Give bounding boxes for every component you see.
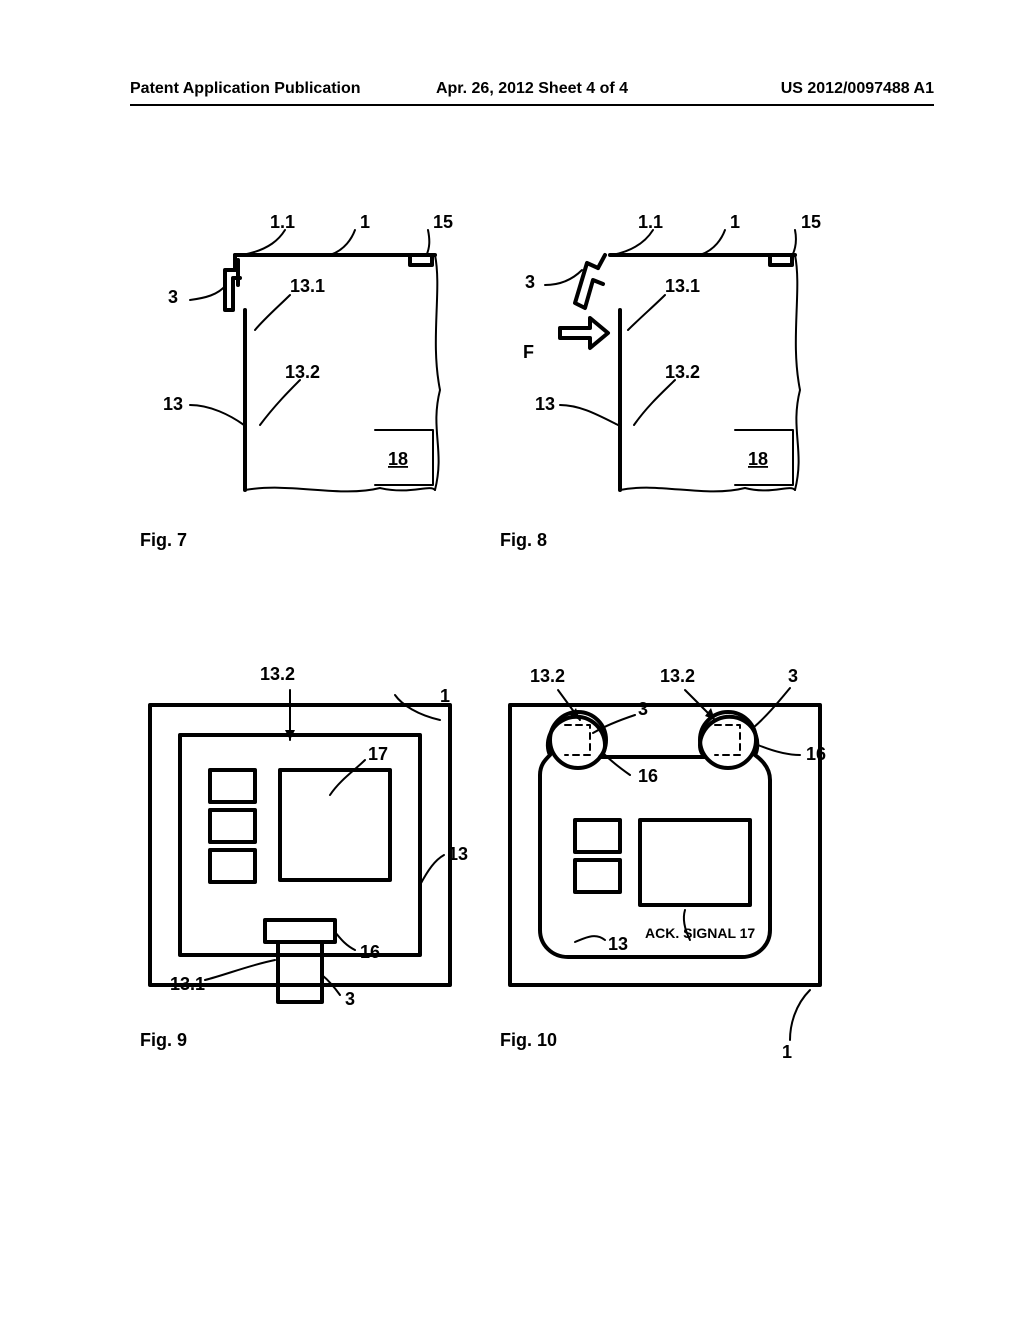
fig9-n13_1: 13.1 <box>170 974 205 994</box>
fig10-n13: 13 <box>608 934 628 954</box>
fig7-n1: 1 <box>360 212 370 232</box>
figures-area: 18 1.1 1 15 3 13.1 13 13.2 Fig. 7 <box>130 230 910 1170</box>
fig7-n3: 3 <box>168 287 178 307</box>
fig8-n1_1: 1.1 <box>638 212 663 232</box>
fig10-label: Fig. 10 <box>500 1030 557 1051</box>
fig7-n18: 18 <box>388 449 408 469</box>
fig7-label: Fig. 7 <box>140 530 187 551</box>
fig10-n1: 1 <box>782 1042 792 1062</box>
fig9-n13_2: 13.2 <box>260 664 295 684</box>
fig9-n1: 1 <box>440 686 450 706</box>
fig8-n3: 3 <box>525 272 535 292</box>
fig8-label: Fig. 8 <box>500 530 547 551</box>
fig8-n13: 13 <box>535 394 555 414</box>
fig10-diagram: 13.2 13.2 3 3 16 16 13 ACK. SIGNAL 17 1 <box>490 660 860 1060</box>
fig10-n13_2b: 13.2 <box>660 666 695 686</box>
fig9-label: Fig. 9 <box>140 1030 187 1051</box>
header-right: US 2012/0097488 A1 <box>690 80 934 98</box>
fig10-nack: ACK. SIGNAL 17 <box>645 925 755 941</box>
fig8-n15: 15 <box>801 212 821 232</box>
fig8-diagram: 18 1.1 1 15 3 13.1 F 13 13.2 <box>490 230 820 500</box>
fig10-n16b: 16 <box>806 744 826 764</box>
fig8-n13_2: 13.2 <box>665 362 700 382</box>
page-header: Patent Application Publication Apr. 26, … <box>130 80 934 106</box>
fig7-n1_1: 1.1 <box>270 212 295 232</box>
fig7-n15: 15 <box>433 212 453 232</box>
fig8-nF: F <box>523 342 534 362</box>
fig7-n13_1: 13.1 <box>290 276 325 296</box>
fig9-diagram: 13.2 1 17 13 16 13.1 3 <box>130 660 480 1040</box>
header-left: Patent Application Publication <box>130 80 374 98</box>
fig9-n17: 17 <box>368 744 388 764</box>
fig7-n13_2: 13.2 <box>285 362 320 382</box>
fig9-n13: 13 <box>448 844 468 864</box>
fig10-n3a: 3 <box>638 699 648 719</box>
header-center: Apr. 26, 2012 Sheet 4 of 4 <box>374 80 691 98</box>
fig9-n3: 3 <box>345 989 355 1009</box>
fig8-n13_1: 13.1 <box>665 276 700 296</box>
fig9-n16: 16 <box>360 942 380 962</box>
fig8-n18: 18 <box>748 449 768 469</box>
fig7-diagram: 18 1.1 1 15 3 13.1 13 13.2 <box>130 230 460 500</box>
fig10-n16a: 16 <box>638 766 658 786</box>
fig10-n13_2a: 13.2 <box>530 666 565 686</box>
fig7-n13: 13 <box>163 394 183 414</box>
fig8-n1: 1 <box>730 212 740 232</box>
fig10-n3b: 3 <box>788 666 798 686</box>
